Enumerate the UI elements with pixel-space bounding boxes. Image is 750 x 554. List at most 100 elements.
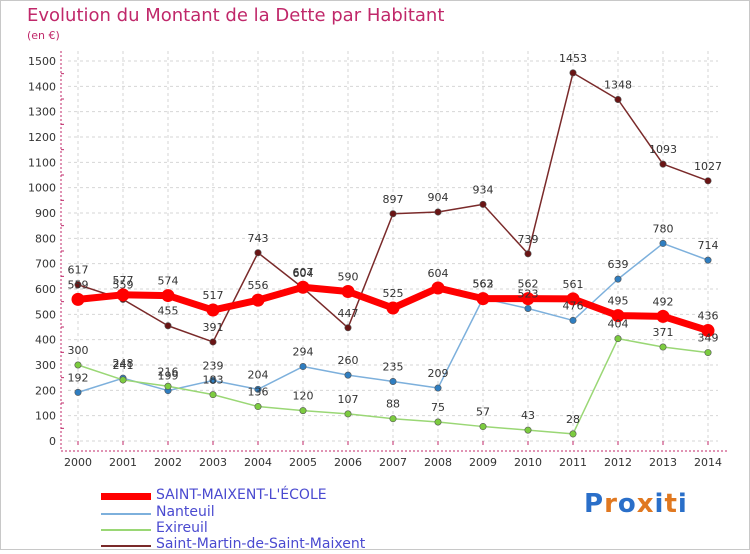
- data-point: [476, 292, 490, 306]
- data-label: 904: [428, 191, 449, 204]
- data-label: 235: [383, 360, 404, 373]
- data-label: 1093: [649, 143, 677, 156]
- y-tick-label: 900: [35, 207, 56, 220]
- data-label: 743: [248, 232, 269, 245]
- data-label: 714: [698, 239, 719, 252]
- data-point: [704, 349, 712, 357]
- data-point: [254, 385, 262, 393]
- data-label: 517: [203, 289, 224, 302]
- data-label: 574: [158, 275, 179, 288]
- data-point: [479, 200, 487, 208]
- data-label: 75: [431, 401, 445, 414]
- data-point: [389, 377, 397, 385]
- data-label: 559: [68, 278, 89, 291]
- data-point: [254, 249, 262, 257]
- y-tick-label: 200: [35, 384, 56, 397]
- data-point: [659, 160, 667, 168]
- data-point: [341, 285, 355, 299]
- data-label: 183: [203, 374, 224, 387]
- data-point: [614, 335, 622, 343]
- data-label: 88: [386, 398, 400, 411]
- data-label: 371: [653, 326, 674, 339]
- data-label: 577: [113, 274, 134, 287]
- x-tick-label: 2008: [424, 456, 452, 469]
- y-tick-label: 1300: [28, 106, 56, 119]
- data-label: 639: [608, 258, 629, 271]
- data-label: 739: [518, 233, 539, 246]
- data-point: [521, 292, 535, 306]
- data-point: [209, 338, 217, 346]
- data-point: [164, 322, 172, 330]
- logo-letter: x: [636, 489, 655, 519]
- data-label: 248: [113, 357, 134, 370]
- data-label: 604: [428, 267, 449, 280]
- data-label: 476: [563, 299, 584, 312]
- data-label: 525: [383, 287, 404, 300]
- data-point: [251, 293, 265, 307]
- data-label: 1453: [559, 52, 587, 65]
- x-tick-label: 2003: [199, 456, 227, 469]
- data-label: 617: [68, 264, 89, 277]
- data-label: 897: [383, 193, 404, 206]
- legend-label: Nanteuil: [156, 504, 215, 520]
- x-tick-label: 2011: [559, 456, 587, 469]
- x-tick-label: 2002: [154, 456, 182, 469]
- data-label: 107: [338, 393, 359, 406]
- data-point: [344, 324, 352, 332]
- data-point: [161, 289, 175, 303]
- data-label: 447: [338, 307, 359, 320]
- data-label: 562: [518, 278, 539, 291]
- data-label: 556: [248, 279, 269, 292]
- y-tick-label: 100: [35, 410, 56, 423]
- data-point: [389, 415, 397, 423]
- data-label: 604: [293, 267, 314, 280]
- data-label: 199: [158, 370, 179, 383]
- data-point: [434, 418, 442, 426]
- y-tick-label: 500: [35, 308, 56, 321]
- data-label: 204: [248, 368, 269, 381]
- data-point: [119, 376, 127, 384]
- data-label: 136: [248, 386, 269, 399]
- data-point: [614, 275, 622, 283]
- data-label: 120: [293, 390, 314, 403]
- legend-label: Exireuil: [156, 520, 208, 536]
- data-point: [74, 281, 82, 289]
- data-point: [434, 208, 442, 216]
- data-label: 28: [566, 413, 580, 426]
- data-label: 562: [473, 278, 494, 291]
- data-label: 294: [293, 346, 314, 359]
- data-label: 260: [338, 354, 359, 367]
- x-tick-label: 2009: [469, 456, 497, 469]
- data-point: [479, 423, 487, 431]
- logo-letter: o: [617, 489, 637, 519]
- y-tick-label: 300: [35, 359, 56, 372]
- data-label: 607: [293, 266, 314, 279]
- data-label: 495: [608, 295, 629, 308]
- data-label: 455: [158, 305, 179, 318]
- x-tick-label: 2014: [694, 456, 722, 469]
- data-point: [206, 303, 220, 317]
- x-tick-label: 2006: [334, 456, 362, 469]
- y-tick-label: 400: [35, 334, 56, 347]
- data-label: 349: [698, 332, 719, 345]
- data-label: 241: [113, 359, 134, 372]
- data-label: 404: [608, 318, 629, 331]
- data-point: [431, 281, 445, 295]
- data-point: [209, 391, 217, 399]
- logo-letter: i: [677, 489, 688, 519]
- chart-title: Evolution du Montant de la Dette par Hab…: [27, 5, 445, 26]
- data-point: [659, 239, 667, 247]
- data-label: 590: [338, 271, 359, 284]
- data-point: [569, 430, 577, 438]
- data-point: [659, 343, 667, 351]
- x-tick-label: 2013: [649, 456, 677, 469]
- x-tick-label: 2004: [244, 456, 272, 469]
- data-point: [704, 177, 712, 185]
- data-label: 239: [203, 359, 224, 372]
- data-label: 43: [521, 409, 535, 422]
- data-point: [524, 426, 532, 434]
- data-label: 300: [68, 344, 89, 357]
- x-tick-label: 2007: [379, 456, 407, 469]
- data-point: [704, 256, 712, 264]
